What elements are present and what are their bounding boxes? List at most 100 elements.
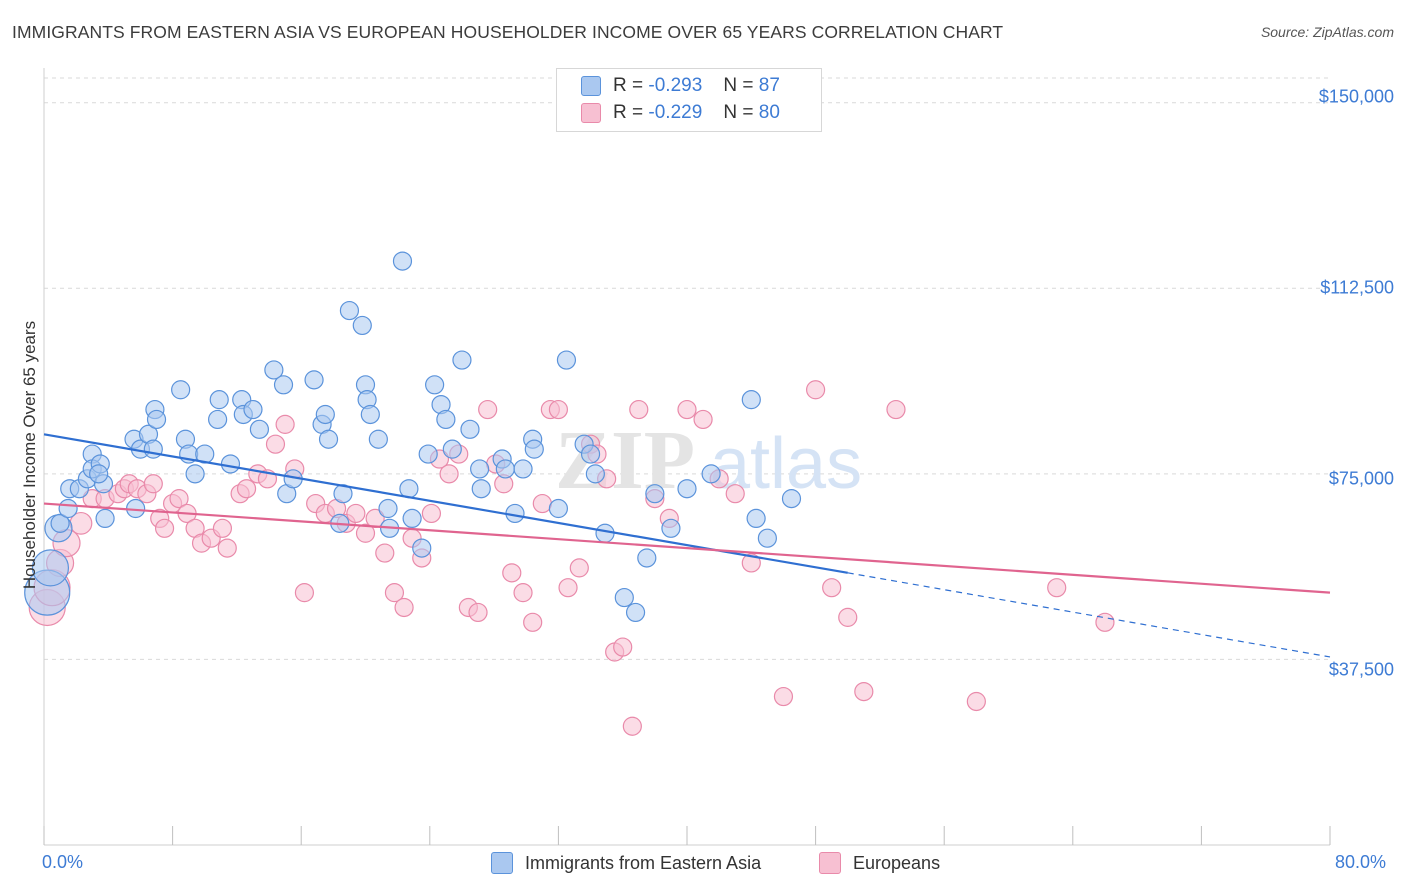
data-point: [452, 350, 472, 370]
data-point: [741, 390, 761, 410]
data-point: [495, 459, 515, 479]
legend-n-value: 80: [758, 102, 780, 123]
data-point: [677, 479, 697, 499]
data-point: [502, 563, 522, 583]
data-point: [741, 553, 761, 573]
legend-swatch-blue: [581, 76, 601, 96]
data-point: [146, 409, 167, 430]
trend-line-europeans: [43, 502, 1331, 594]
data-point: [468, 602, 488, 623]
watermark-zip: ZIP: [555, 414, 695, 507]
data-point: [315, 404, 335, 425]
data-point: [569, 558, 589, 578]
trend-lines: [43, 433, 1331, 658]
legend-swatch-blue: [491, 852, 513, 874]
data-point: [346, 503, 366, 524]
data-point: [275, 414, 295, 434]
data-point: [637, 548, 657, 568]
legend-row-europeans: R = -0.229 N = 80: [581, 101, 780, 125]
data-point: [318, 429, 339, 449]
data-point: [249, 419, 270, 439]
data-point: [613, 637, 633, 657]
legend-r-value: -0.229: [648, 102, 703, 123]
data-point: [273, 375, 294, 395]
data-point: [645, 484, 665, 504]
legend-r-label: R =: [613, 75, 644, 96]
data-point: [378, 498, 398, 519]
data-point: [625, 602, 646, 623]
data-point: [677, 399, 697, 420]
chart-title: IMMIGRANTS FROM EASTERN ASIA VS EUROPEAN…: [12, 22, 1004, 42]
legend-r-label: R =: [613, 102, 644, 123]
legend-label-eastern-asia: Immigrants from Eastern Asia: [525, 852, 762, 873]
legend-swatch-pink: [581, 103, 601, 123]
data-point: [439, 464, 459, 484]
data-point: [392, 251, 413, 271]
y-tick-label: $75,000: [1328, 468, 1394, 489]
data-point: [548, 399, 569, 420]
data-point: [368, 429, 388, 449]
data-point: [629, 399, 649, 420]
data-point: [50, 513, 70, 533]
stats-legend: R = -0.293 N = 87 R = -0.229 N = 80: [556, 68, 822, 132]
data-point: [236, 479, 257, 499]
data-point: [333, 484, 353, 504]
data-point: [339, 300, 360, 321]
data-point: [208, 409, 228, 430]
data-point: [421, 503, 442, 524]
y-axis-label: Householder Income Over 65 years: [20, 320, 39, 590]
data-point: [701, 464, 721, 484]
data-point: [143, 439, 163, 459]
legend-n-label: N =: [723, 102, 754, 123]
axes: [43, 68, 1331, 846]
data-point: [478, 399, 498, 420]
data-point: [822, 578, 842, 598]
data-point: [746, 508, 766, 529]
legend-row-eastern-asia: R = -0.293 N = 87: [581, 74, 780, 98]
legend-n-value: 87: [758, 75, 780, 96]
data-point: [352, 315, 372, 336]
data-point: [384, 583, 405, 603]
data-point: [580, 444, 601, 464]
data-point: [773, 686, 794, 707]
legend-item-europeans[interactable]: Europeans: [819, 852, 940, 874]
data-point: [1047, 578, 1067, 598]
data-point: [614, 587, 634, 608]
y-tick-label: $112,500: [1320, 277, 1394, 298]
data-point: [220, 454, 241, 474]
data-point: [838, 607, 858, 627]
data-point: [442, 439, 462, 459]
data-point: [217, 538, 237, 558]
data-point: [402, 508, 422, 529]
data-point: [294, 583, 315, 603]
data-point: [585, 464, 605, 484]
data-point: [418, 444, 438, 464]
data-point: [532, 493, 552, 514]
data-point: [460, 419, 480, 439]
data-point: [143, 474, 163, 494]
legend-item-eastern-asia[interactable]: Immigrants from Eastern Asia: [491, 852, 761, 874]
data-point: [243, 399, 263, 420]
data-point: [425, 375, 445, 395]
data-point: [394, 597, 414, 618]
data-point: [31, 549, 70, 587]
y-tick-label: $37,500: [1328, 659, 1394, 680]
data-point: [556, 350, 577, 370]
data-point: [513, 459, 533, 479]
data-point: [757, 528, 777, 548]
series-eastern-asia: [24, 251, 802, 623]
data-point: [548, 498, 569, 519]
data-point: [264, 360, 284, 380]
data-point: [212, 518, 233, 538]
series-legend: Immigrants from Eastern Asia Europeans: [0, 852, 1406, 878]
data-point: [854, 681, 874, 702]
legend-n-label: N =: [723, 75, 754, 96]
data-point: [513, 583, 533, 603]
data-point: [304, 370, 324, 390]
data-point: [58, 498, 78, 519]
data-point: [524, 439, 544, 459]
data-point: [966, 691, 986, 712]
gridlines: [44, 77, 1330, 660]
data-point: [89, 464, 109, 484]
data-point: [781, 489, 802, 509]
